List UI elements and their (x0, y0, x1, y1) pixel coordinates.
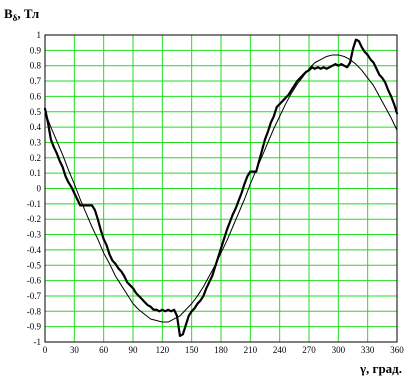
y-tick-label: 0.4 (30, 122, 42, 132)
series-line-fundamental (44, 54, 398, 323)
y-tick-label: -0.7 (27, 291, 42, 301)
x-tick-label: 270 (302, 345, 316, 355)
y-tick-label: -0.6 (27, 276, 42, 286)
plot-frame (44, 34, 398, 343)
y-tick-label: 0 (37, 184, 42, 194)
y-tick-label: -1 (34, 337, 42, 347)
y-tick-label: 0.1 (30, 168, 41, 178)
series-layer (43, 38, 399, 337)
y-tick-label: -0.5 (27, 260, 42, 270)
x-tick-label: 240 (273, 345, 287, 355)
y-tick-label: 0.7 (30, 76, 42, 86)
x-tick-label: 150 (185, 345, 199, 355)
x-tick-label: 360 (390, 345, 404, 355)
grid (44, 34, 398, 343)
y-tick-label: -0.4 (27, 245, 42, 255)
y-tick-label: 0.8 (30, 61, 42, 71)
x-tick-label: 300 (332, 345, 346, 355)
y-tick-labels: 1 0.9 0.8 0.7 0.6 0.5 0.4 0.3 0.2 0.1 0 -0.1 -0.2 -0.… (27, 30, 42, 347)
y-tick-label: -0.9 (27, 322, 42, 332)
x-tick-label: 180 (214, 345, 228, 355)
y-tick-label: 0.6 (30, 91, 42, 101)
y-tick-label: -0.3 (27, 230, 42, 240)
series-line-measured (43, 38, 399, 337)
x-tick-label: 210 (244, 345, 258, 355)
y-tick-label: 1 (37, 30, 42, 40)
x-tick-label: 90 (129, 345, 139, 355)
x-tick-label: 0 (43, 345, 48, 355)
y-tick-label: 0.3 (30, 137, 42, 147)
y-tick-label: -0.8 (27, 306, 42, 316)
y-tick-label: -0.1 (27, 199, 41, 209)
x-tick-label: 330 (361, 345, 375, 355)
x-tick-label: 120 (156, 345, 170, 355)
x-tick-labels: 0 30 60 90 120 150 180 210 240 270 300 330 360 (43, 345, 405, 355)
x-tick-label: 60 (99, 345, 109, 355)
x-axis-label: γ, град. (359, 361, 402, 376)
y-axis-label: Bδ, Тл (4, 6, 39, 23)
y-tick-label: -0.2 (27, 214, 41, 224)
y-tick-label: 0.9 (30, 45, 42, 55)
y-tick-label: 0.2 (30, 153, 41, 163)
x-tick-label: 30 (70, 345, 80, 355)
y-tick-label: 0.5 (30, 107, 42, 117)
